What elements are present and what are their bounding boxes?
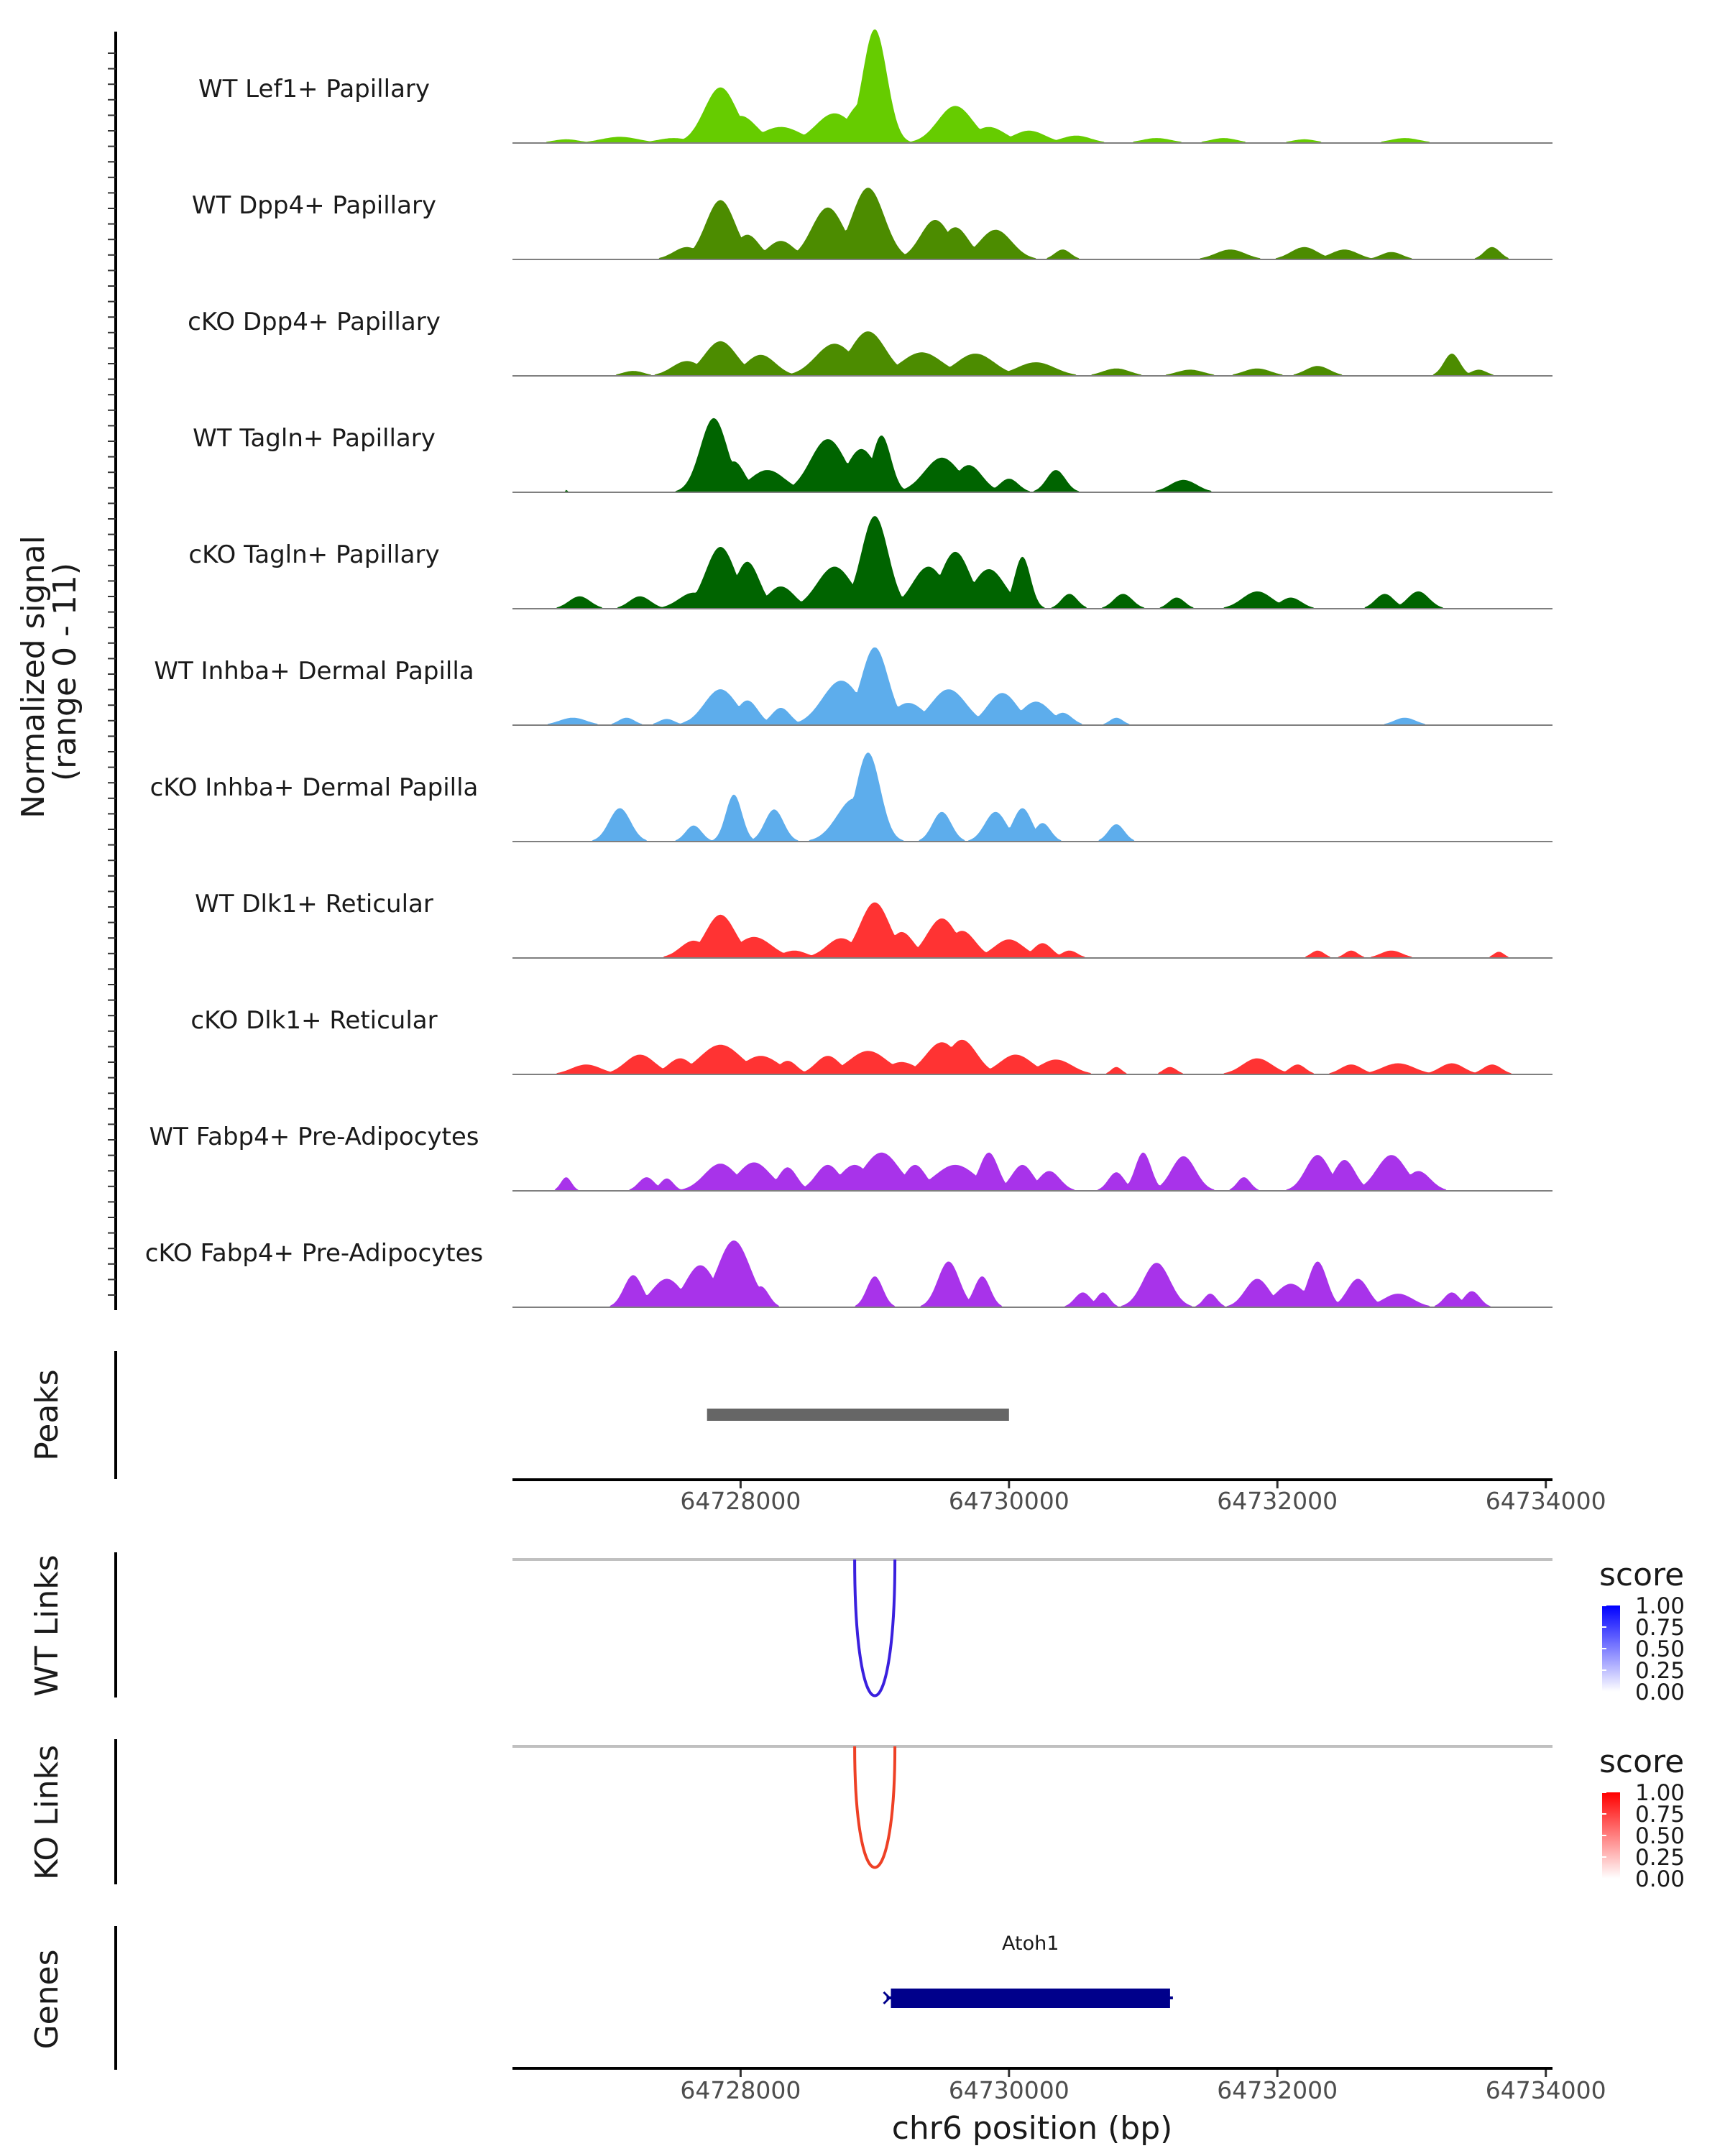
coverage-y-axis-title-line2: (range 0 - 11) bbox=[47, 563, 83, 781]
track-area-wt-dpp4-papillary bbox=[512, 188, 1552, 259]
legend-tick-label: 0.75 bbox=[1635, 1802, 1685, 1828]
legend-tick-label: 0.00 bbox=[1635, 1680, 1685, 1705]
x-tick-label: 64730000 bbox=[949, 1487, 1070, 1515]
track-area-wt-dlk1-reticular bbox=[512, 902, 1552, 958]
gene-label: Atoh1 bbox=[1002, 1932, 1059, 1955]
legend-tick-label: 0.50 bbox=[1635, 1636, 1685, 1662]
track-label: WT Inhba+ Dermal Papilla bbox=[154, 657, 474, 686]
track-wt-inhba-dermal-papilla: WT Inhba+ Dermal Papilla bbox=[154, 647, 1552, 726]
track-cko-dlk1-reticular: cKO Dlk1+ Reticular bbox=[190, 1006, 1552, 1075]
peaks-panel: Peaks bbox=[29, 1351, 1009, 1479]
peak-bar bbox=[707, 1409, 1009, 1421]
track-wt-lef1-papillary: WT Lef1+ Papillary bbox=[198, 29, 1552, 144]
track-area-cko-inhba-dermal-papilla bbox=[512, 752, 1552, 842]
track-label: WT Dpp4+ Papillary bbox=[192, 191, 436, 220]
coverage-y-axis-title: Normalized signal (range 0 - 11) bbox=[15, 525, 83, 819]
track-label: WT Lef1+ Papillary bbox=[198, 75, 430, 103]
x-tick-label: 64734000 bbox=[1486, 1487, 1606, 1515]
ko-links-panel-label: KO Links bbox=[29, 1745, 65, 1880]
wt-links-legend-title: score bbox=[1599, 1557, 1684, 1593]
track-area-cko-dlk1-reticular bbox=[512, 1039, 1552, 1074]
track-cko-tagln-papillary: cKO Tagln+ Papillary bbox=[188, 516, 1552, 609]
wt-links-panel: WT Links bbox=[29, 1552, 1552, 1697]
track-area-wt-inhba-dermal-papilla bbox=[512, 647, 1552, 725]
ko-links-legend-ticks: 1.000.750.500.250.00 bbox=[1602, 1780, 1685, 1892]
x-axis-bottom: 64728000 64730000 64732000 64734000 bbox=[512, 2067, 1606, 2104]
gene-models: Atoh1 bbox=[883, 1932, 1173, 2008]
links-legends: score 1.000.750.500.250.00 score 1.000.7… bbox=[1599, 1557, 1685, 1892]
x-axis-title: chr6 position (bp) bbox=[892, 2110, 1173, 2147]
track-area-cko-fabp4-pre-adipocytes bbox=[512, 1240, 1552, 1307]
coverage-panel: Normalized signal (range 0 - 11) WT Lef1… bbox=[15, 29, 1552, 1310]
coverage-tracks: WT Lef1+ Papillary WT Dpp4+ Papillary cKO … bbox=[145, 29, 1552, 1308]
track-wt-dlk1-reticular: WT Dlk1+ Reticular bbox=[195, 890, 1552, 959]
track-label: WT Dlk1+ Reticular bbox=[195, 890, 433, 918]
track-label: cKO Fabp4+ Pre-Adipocytes bbox=[145, 1239, 484, 1268]
legend-tick-label: 1.00 bbox=[1635, 1780, 1685, 1806]
track-label: WT Fabp4+ Pre-Adipocytes bbox=[150, 1123, 479, 1151]
track-cko-inhba-dermal-papilla: cKO Inhba+ Dermal Papilla bbox=[150, 752, 1552, 842]
track-label: cKO Inhba+ Dermal Papilla bbox=[150, 773, 479, 802]
ko-links-legend-title: score bbox=[1599, 1743, 1684, 1780]
track-label: cKO Dlk1+ Reticular bbox=[190, 1006, 437, 1035]
wt-links-panel-label: WT Links bbox=[29, 1554, 65, 1696]
track-wt-tagln-papillary: WT Tagln+ Papillary bbox=[193, 418, 1552, 493]
link-arc bbox=[853, 1746, 897, 1869]
track-area-wt-fabp4-pre-adipocytes bbox=[512, 1152, 1552, 1191]
genes-panel-label: Genes bbox=[29, 1949, 65, 2049]
x-tick-label: 64732000 bbox=[1217, 1487, 1338, 1515]
legend-tick-label: 0.00 bbox=[1635, 1866, 1685, 1892]
track-cko-dpp4-papillary: cKO Dpp4+ Papillary bbox=[188, 308, 1552, 377]
legend-tick-label: 0.25 bbox=[1635, 1845, 1685, 1871]
x-tick-label: 64728000 bbox=[680, 1487, 801, 1515]
peaks-bars bbox=[707, 1409, 1009, 1421]
x-tick-label: 64732000 bbox=[1217, 2076, 1338, 2104]
x-tick-label: 64734000 bbox=[1486, 2076, 1606, 2104]
x-axis-top: 64728000 64730000 64732000 64734000 bbox=[512, 1478, 1606, 1515]
wt-links-legend-ticks: 1.000.750.500.250.00 bbox=[1602, 1593, 1685, 1705]
track-wt-dpp4-papillary: WT Dpp4+ Papillary bbox=[192, 188, 1552, 260]
track-area-cko-tagln-papillary bbox=[512, 516, 1552, 609]
legend-tick-label: 0.25 bbox=[1635, 1658, 1685, 1684]
gene-atoh1: Atoh1 bbox=[883, 1932, 1173, 2008]
track-label: WT Tagln+ Papillary bbox=[193, 424, 436, 453]
genes-panel: Genes Atoh1 bbox=[29, 1926, 1173, 2070]
link-arc bbox=[853, 1559, 897, 1697]
ko-links-panel: KO Links bbox=[29, 1739, 1552, 1884]
track-area-cko-dpp4-papillary bbox=[512, 331, 1552, 376]
track-cko-fabp4-pre-adipocytes: cKO Fabp4+ Pre-Adipocytes bbox=[145, 1239, 1552, 1308]
peaks-panel-label: Peaks bbox=[29, 1369, 65, 1460]
coverage-y-axis bbox=[108, 32, 117, 1310]
x-tick-label: 64730000 bbox=[949, 2076, 1070, 2104]
track-label: cKO Tagln+ Papillary bbox=[188, 540, 439, 569]
coverage-y-axis-title-line1: Normalized signal bbox=[15, 535, 52, 819]
strand-arrow-icon bbox=[883, 1991, 891, 2005]
track-label: cKO Dpp4+ Papillary bbox=[188, 308, 441, 336]
legend-tick-label: 1.00 bbox=[1635, 1593, 1685, 1619]
track-wt-fabp4-pre-adipocytes: WT Fabp4+ Pre-Adipocytes bbox=[150, 1123, 1552, 1192]
legend-tick-label: 0.50 bbox=[1635, 1823, 1685, 1849]
track-area-wt-tagln-papillary bbox=[512, 418, 1552, 492]
x-tick-label: 64728000 bbox=[680, 2076, 801, 2104]
legend-tick-label: 0.75 bbox=[1635, 1615, 1685, 1641]
